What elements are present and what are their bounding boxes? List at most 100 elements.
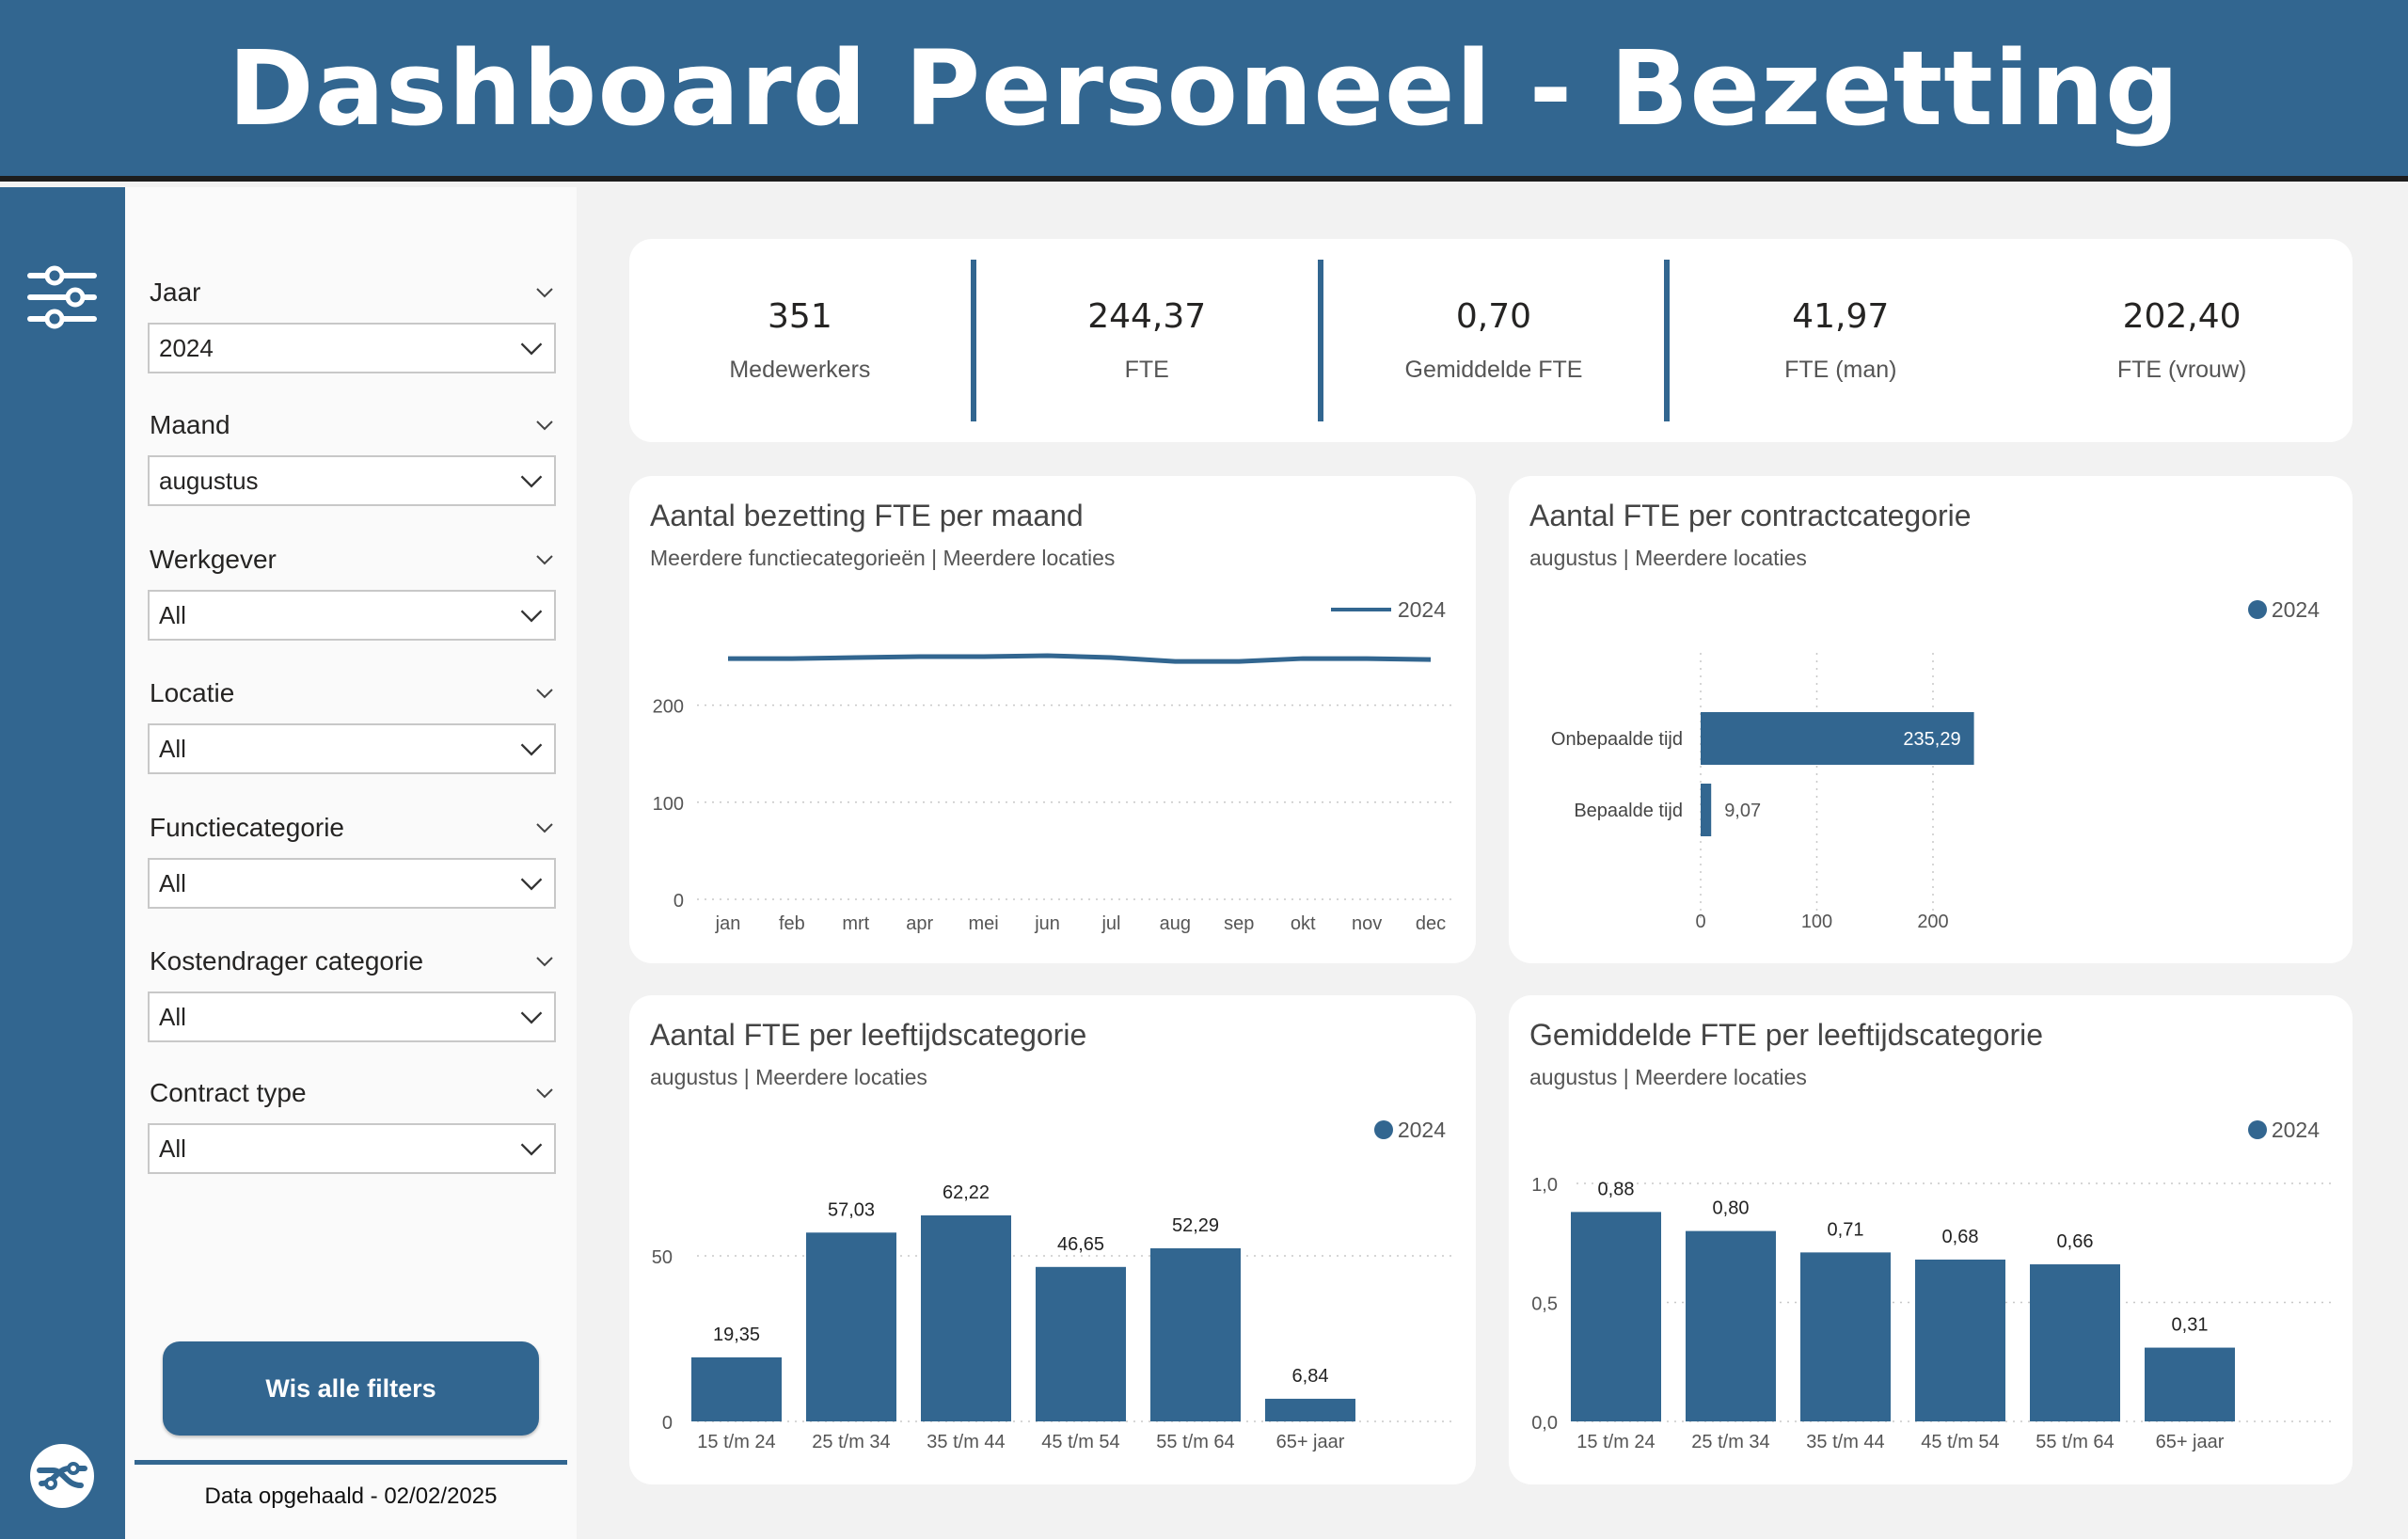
sliders-icon[interactable] bbox=[26, 264, 98, 330]
divider bbox=[135, 1460, 567, 1465]
slicer-dropdown[interactable]: All bbox=[148, 723, 556, 774]
kpi-value: 244,37 bbox=[1087, 297, 1207, 336]
slicer-dropdown[interactable]: 2024 bbox=[148, 323, 556, 373]
x-tick-label: nov bbox=[1352, 913, 1382, 934]
x-tick-label: 200 bbox=[1917, 912, 1948, 932]
chevron-down-icon bbox=[520, 342, 543, 356]
y-tick-label: 1,0 bbox=[1531, 1175, 1558, 1196]
bar-35-t-m-44 bbox=[921, 1215, 1011, 1421]
bar-35-t-m-44 bbox=[1800, 1252, 1891, 1421]
slicer-jaar: Jaar 2024 bbox=[148, 274, 556, 373]
kpi-value: 351 bbox=[768, 297, 832, 336]
legend-dot-swatch bbox=[2248, 1120, 2267, 1139]
x-tick-label: 100 bbox=[1801, 912, 1832, 932]
logo-icon bbox=[30, 1444, 94, 1508]
column-chart: 0,0 0,5 1,0 0,88 15 t/m 24 0,80 25 t/m 34 0,71 3… bbox=[1531, 1118, 2337, 1452]
slicer-contract-type: Contract type All bbox=[148, 1074, 556, 1174]
x-tick-label: jan bbox=[715, 913, 741, 934]
slicer-maand: Maand augustus bbox=[148, 406, 556, 506]
slicer-title: Locatie bbox=[150, 678, 235, 707]
kpi-label: Gemiddelde FTE bbox=[1404, 357, 1583, 383]
series-line-2024 bbox=[728, 653, 1432, 664]
chevron-down-icon[interactable] bbox=[533, 548, 556, 571]
legend-dot-swatch bbox=[2248, 600, 2267, 619]
kpi-fte: 244,37 FTE bbox=[976, 297, 1318, 384]
bar-65-jaar bbox=[2145, 1347, 2235, 1421]
chevron-down-icon[interactable] bbox=[533, 817, 556, 839]
chart-card-fte-per-maand[interactable]: Aantal bezetting FTE per maand Meerdere … bbox=[629, 476, 1476, 963]
x-tick-label: jul bbox=[1101, 913, 1120, 934]
x-tick-label: 35 t/m 44 bbox=[1806, 1432, 1884, 1452]
chart-card-fte-per-contractcategorie[interactable]: Aantal FTE per contractcategorie augustu… bbox=[1509, 476, 2353, 963]
data-label: 52,29 bbox=[1172, 1215, 1219, 1236]
slicer-value: 2024 bbox=[159, 333, 214, 362]
chart-card-gemiddelde-fte-per-leeftijdscategorie[interactable]: Gemiddelde FTE per leeftijdscategorie au… bbox=[1509, 995, 2353, 1484]
clear-filters-button[interactable]: Wis alle filters bbox=[163, 1341, 539, 1436]
x-tick-label: aug bbox=[1160, 913, 1191, 934]
slicer-value: All bbox=[159, 734, 186, 763]
x-tick-label: 45 t/m 54 bbox=[1041, 1432, 1119, 1452]
slicer-dropdown[interactable]: All bbox=[148, 992, 556, 1042]
x-tick-label: dec bbox=[1416, 913, 1446, 934]
data-label: 0,88 bbox=[1598, 1179, 1635, 1199]
chart-subtitle: augustus | Meerdere locaties bbox=[650, 1065, 927, 1089]
bar-25-t-m-34 bbox=[806, 1232, 896, 1421]
slicer-dropdown[interactable]: augustus bbox=[148, 455, 556, 506]
bar-15-t-m-24 bbox=[1571, 1212, 1661, 1421]
left-rail bbox=[0, 187, 125, 1539]
bar-bepaalde-tijd bbox=[1701, 784, 1712, 836]
x-tick-label: mei bbox=[969, 913, 999, 934]
slicer-value: augustus bbox=[159, 466, 259, 495]
kpi-separator bbox=[1664, 260, 1671, 421]
x-tick-label: 25 t/m 34 bbox=[1691, 1432, 1769, 1452]
data-label: 19,35 bbox=[713, 1325, 760, 1345]
data-label: 0,68 bbox=[1942, 1227, 1979, 1247]
slicer-dropdown[interactable]: All bbox=[148, 590, 556, 641]
chevron-down-icon[interactable] bbox=[533, 281, 556, 304]
y-tick-label: 0 bbox=[662, 1413, 673, 1434]
column-chart: 0 50 19,35 15 t/m 24 57,03 25 t/m 34 62,22 35 t… bbox=[652, 1118, 1457, 1452]
kpi-fte-vrouw: 202,40 FTE (vrouw) bbox=[2011, 297, 2353, 384]
legend-label: 2024 bbox=[1398, 1118, 1446, 1142]
chevron-down-icon bbox=[520, 743, 543, 756]
chart-title: Aantal FTE per leeftijdscategorie bbox=[650, 1018, 1087, 1052]
kpi-value: 202,40 bbox=[2122, 297, 2242, 336]
x-tick-label: 45 t/m 54 bbox=[1921, 1432, 1999, 1452]
chevron-down-icon[interactable] bbox=[533, 414, 556, 436]
x-tick-label: apr bbox=[906, 913, 933, 934]
kpi-label: FTE (man) bbox=[1784, 357, 1897, 383]
header-bar: Dashboard Personeel - Bezetting bbox=[0, 0, 2408, 182]
x-tick-label: mrt bbox=[842, 913, 869, 934]
kpi-separator bbox=[1317, 260, 1323, 421]
kpi-label: FTE bbox=[1124, 357, 1169, 383]
chevron-down-icon[interactable] bbox=[533, 950, 556, 973]
chevron-down-icon bbox=[520, 475, 543, 488]
bar-15-t-m-24 bbox=[691, 1357, 782, 1421]
slicer-dropdown[interactable]: All bbox=[148, 1123, 556, 1174]
data-label: 6,84 bbox=[1292, 1366, 1329, 1387]
bar-55-t-m-64 bbox=[2030, 1264, 2120, 1421]
chart-title: Gemiddelde FTE per leeftijdscategorie bbox=[1529, 1018, 2044, 1052]
chevron-down-icon bbox=[520, 1011, 543, 1024]
data-label: 9,07 bbox=[1724, 801, 1761, 821]
x-tick-label: jun bbox=[1034, 913, 1060, 934]
x-tick-label: 15 t/m 24 bbox=[697, 1432, 775, 1452]
chart-card-fte-per-leeftijdscategorie[interactable]: Aantal FTE per leeftijdscategorie august… bbox=[629, 995, 1476, 1484]
bar-45-t-m-54 bbox=[1036, 1266, 1126, 1421]
chevron-down-icon[interactable] bbox=[533, 1082, 556, 1104]
chevron-down-icon[interactable] bbox=[533, 682, 556, 705]
slicer-value: All bbox=[159, 868, 186, 897]
slicer-werkgever: Werkgever All bbox=[148, 541, 556, 641]
kpi-gemiddelde-fte: 0,70 Gemiddelde FTE bbox=[1323, 297, 1665, 384]
chart-title: Aantal bezetting FTE per maand bbox=[650, 499, 1084, 532]
chevron-down-icon bbox=[520, 878, 543, 891]
y-category-label: Onbepaalde tijd bbox=[1551, 729, 1683, 750]
slicer-value: All bbox=[159, 1134, 186, 1163]
slicer-value: All bbox=[159, 600, 186, 629]
slicer-title: Werkgever bbox=[150, 545, 277, 574]
bar-55-t-m-64 bbox=[1150, 1247, 1241, 1421]
kpi-label: Medewerkers bbox=[729, 357, 871, 383]
kpi-card: 351 Medewerkers 244,37 FTE 0,70 Gemiddel… bbox=[629, 239, 2353, 442]
bar-25-t-m-34 bbox=[1686, 1230, 1776, 1421]
slicer-dropdown[interactable]: All bbox=[148, 858, 556, 909]
